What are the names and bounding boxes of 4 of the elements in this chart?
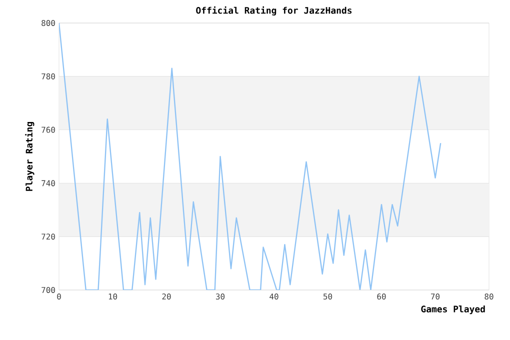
x-axis-title: Games Played <box>421 305 485 314</box>
y-axis-title: Player Rating <box>25 122 34 191</box>
chart-title: Official Rating for JazzHands <box>196 6 352 16</box>
line-series <box>59 22 442 290</box>
